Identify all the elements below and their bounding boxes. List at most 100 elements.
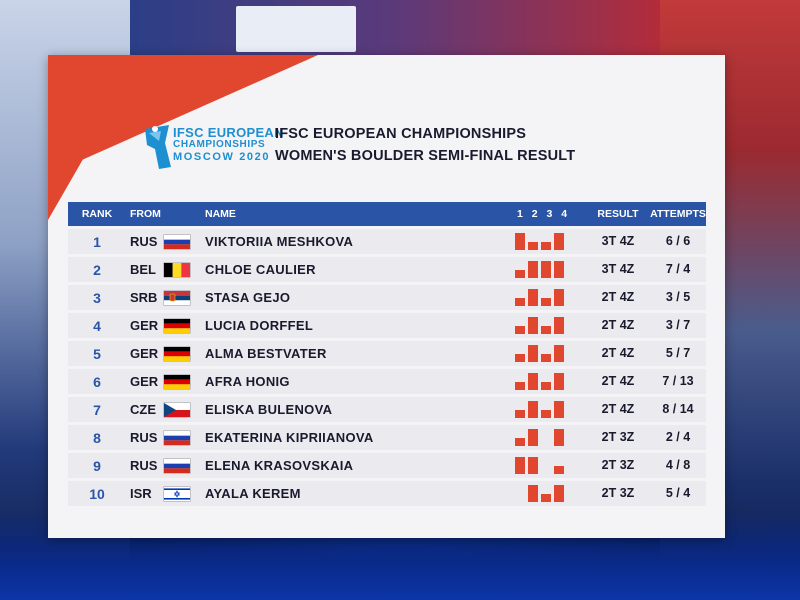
attempts-cell: 4 / 8 — [665, 458, 691, 472]
rank-cell: 8 — [93, 430, 101, 446]
panel-accent-corner — [48, 55, 318, 175]
boulder-4-marker — [554, 317, 564, 334]
table-body: 1 RUS VIKTORIIA MESHKOVA 3T 4Z 6 / 6 2 BEL CHLO… — [68, 229, 706, 506]
result-cell: 2T 3Z — [601, 458, 635, 472]
climber-logo-icon — [145, 125, 171, 169]
boulder-4-marker — [554, 345, 564, 362]
athlete-name-cell: ALMA BESTVATER — [205, 346, 327, 361]
result-cell: 2T 4Z — [601, 290, 635, 304]
boulder-2-marker — [528, 401, 538, 418]
header-boulders: 1 2 3 4 — [517, 208, 571, 220]
boulder-1-marker — [515, 457, 525, 474]
country-code-cell: GER — [130, 374, 159, 389]
results-table: RANK FROM NAME 1 2 3 4 RESULT ATTEMPTS 1… — [68, 202, 706, 506]
rank-cell: 1 — [93, 234, 101, 250]
result-cell: 3T 4Z — [601, 262, 635, 276]
boulder-results — [515, 485, 565, 502]
athlete-name-cell: ELENA KRASOVSKAIA — [205, 458, 354, 473]
boulder-results — [515, 457, 565, 474]
boulder-1-marker — [515, 410, 525, 418]
boulder-results — [515, 317, 565, 334]
boulder-3-marker — [541, 326, 551, 334]
result-cell: 3T 4Z — [601, 234, 635, 248]
logo-text: IFSC EUROPEAN CHAMPIONSHIPS MOSCOW 2020 — [173, 125, 284, 163]
boulder-results — [515, 401, 565, 418]
country-code-cell: RUS — [130, 430, 158, 445]
boulder-4-marker — [554, 485, 564, 502]
boulder-4-marker — [554, 429, 564, 446]
athlete-name-cell: AYALA KEREM — [205, 486, 301, 501]
boulder-4-marker — [554, 401, 564, 418]
athlete-name-cell: CHLOE CAULIER — [205, 262, 316, 277]
result-cell: 2T 3Z — [601, 486, 635, 500]
boulder-results — [515, 373, 565, 390]
country-code-cell: SRB — [130, 290, 158, 305]
athlete-name-cell: AFRA HONIG — [205, 374, 290, 389]
boulder-3-marker — [541, 298, 551, 306]
attempts-cell: 2 / 4 — [665, 430, 691, 444]
table-row: 7 CZE ELISKA BULENOVA 2T 4Z 8 / 14 — [68, 397, 706, 422]
header-name: NAME — [205, 208, 236, 220]
athlete-name-cell: STASA GEJO — [205, 290, 291, 305]
arena-background-top — [130, 0, 660, 60]
boulder-4-marker — [554, 466, 564, 474]
boulder-3-marker — [541, 261, 551, 278]
boulder-3-marker — [541, 242, 551, 250]
country-code-cell: RUS — [130, 458, 158, 473]
attempts-cell: 8 / 14 — [662, 402, 694, 416]
rank-cell: 4 — [93, 318, 101, 334]
boulder-4-marker — [554, 373, 564, 390]
result-cell: 2T 3Z — [601, 430, 635, 444]
boulder-4-marker — [554, 289, 564, 306]
logo-line-2: CHAMPIONSHIPS — [173, 139, 266, 150]
boulder-3-marker — [541, 382, 551, 390]
boulder-4-marker — [554, 261, 564, 278]
attempts-cell: 3 / 7 — [665, 318, 691, 332]
logo-line-3: MOSCOW 2020 — [173, 151, 271, 163]
athlete-name-cell: EKATERINA KIPRIIANOVA — [205, 430, 374, 445]
boulder-1-marker — [515, 354, 525, 362]
boulder-1-marker — [515, 233, 525, 250]
result-cell: 2T 4Z — [601, 318, 635, 332]
srb-flag-icon — [164, 291, 190, 305]
boulder-2-marker — [528, 429, 538, 446]
athlete-name-cell: VIKTORIIA MESHKOVA — [205, 234, 354, 249]
header-attempts: ATTEMPTS — [650, 208, 706, 220]
attempts-cell: 7 / 13 — [662, 374, 694, 388]
arena-screen — [236, 6, 356, 52]
boulder-3-marker — [541, 494, 551, 502]
rank-cell: 5 — [93, 346, 101, 362]
boulder-1-marker — [515, 270, 525, 278]
result-cell: 2T 4Z — [601, 402, 635, 416]
boulder-2-marker — [528, 242, 538, 250]
rank-cell: 10 — [89, 486, 105, 502]
country-code-cell: RUS — [130, 234, 158, 249]
boulder-results — [515, 429, 565, 446]
page-title: IFSC EUROPEAN CHAMPIONSHIPS WOMEN'S BOUL… — [275, 123, 575, 167]
boulder-results — [515, 261, 565, 278]
rus-flag-icon — [164, 431, 190, 445]
country-code-cell: ISR — [130, 486, 152, 501]
table-row: 6 GER AFRA HONIG 2T 4Z 7 / 13 — [68, 369, 706, 394]
country-code-cell: GER — [130, 318, 159, 333]
boulder-1-marker — [515, 298, 525, 306]
attempts-cell: 5 / 4 — [665, 486, 691, 500]
result-cell: 2T 4Z — [601, 374, 635, 388]
boulder-4-marker — [554, 233, 564, 250]
boulder-1-marker — [515, 326, 525, 334]
country-code-cell: BEL — [130, 262, 156, 277]
table-row: 10 ISR AYALA KEREM 2T 3Z 5 / 4 — [68, 481, 706, 506]
attempts-cell: 3 / 5 — [665, 290, 691, 304]
attempts-cell: 6 / 6 — [665, 234, 691, 248]
table-row: 8 RUS EKATERINA KIPRIIANOVA 2T 3Z 2 / 4 — [68, 425, 706, 450]
result-cell: 2T 4Z — [601, 346, 635, 360]
boulder-results — [515, 345, 565, 362]
table-row: 9 RUS ELENA KRASOVSKAIA 2T 3Z 4 / 8 — [68, 453, 706, 478]
rank-cell: 9 — [93, 458, 101, 474]
table-row: 3 SRB STASA GEJO 2T 4Z 3 / 5 — [68, 285, 706, 310]
header-result: RESULT — [597, 208, 639, 220]
boulder-2-marker — [528, 261, 538, 278]
boulder-2-marker — [528, 373, 538, 390]
logo-line-1: IFSC EUROPEAN — [173, 125, 284, 140]
boulder-results — [515, 289, 565, 306]
